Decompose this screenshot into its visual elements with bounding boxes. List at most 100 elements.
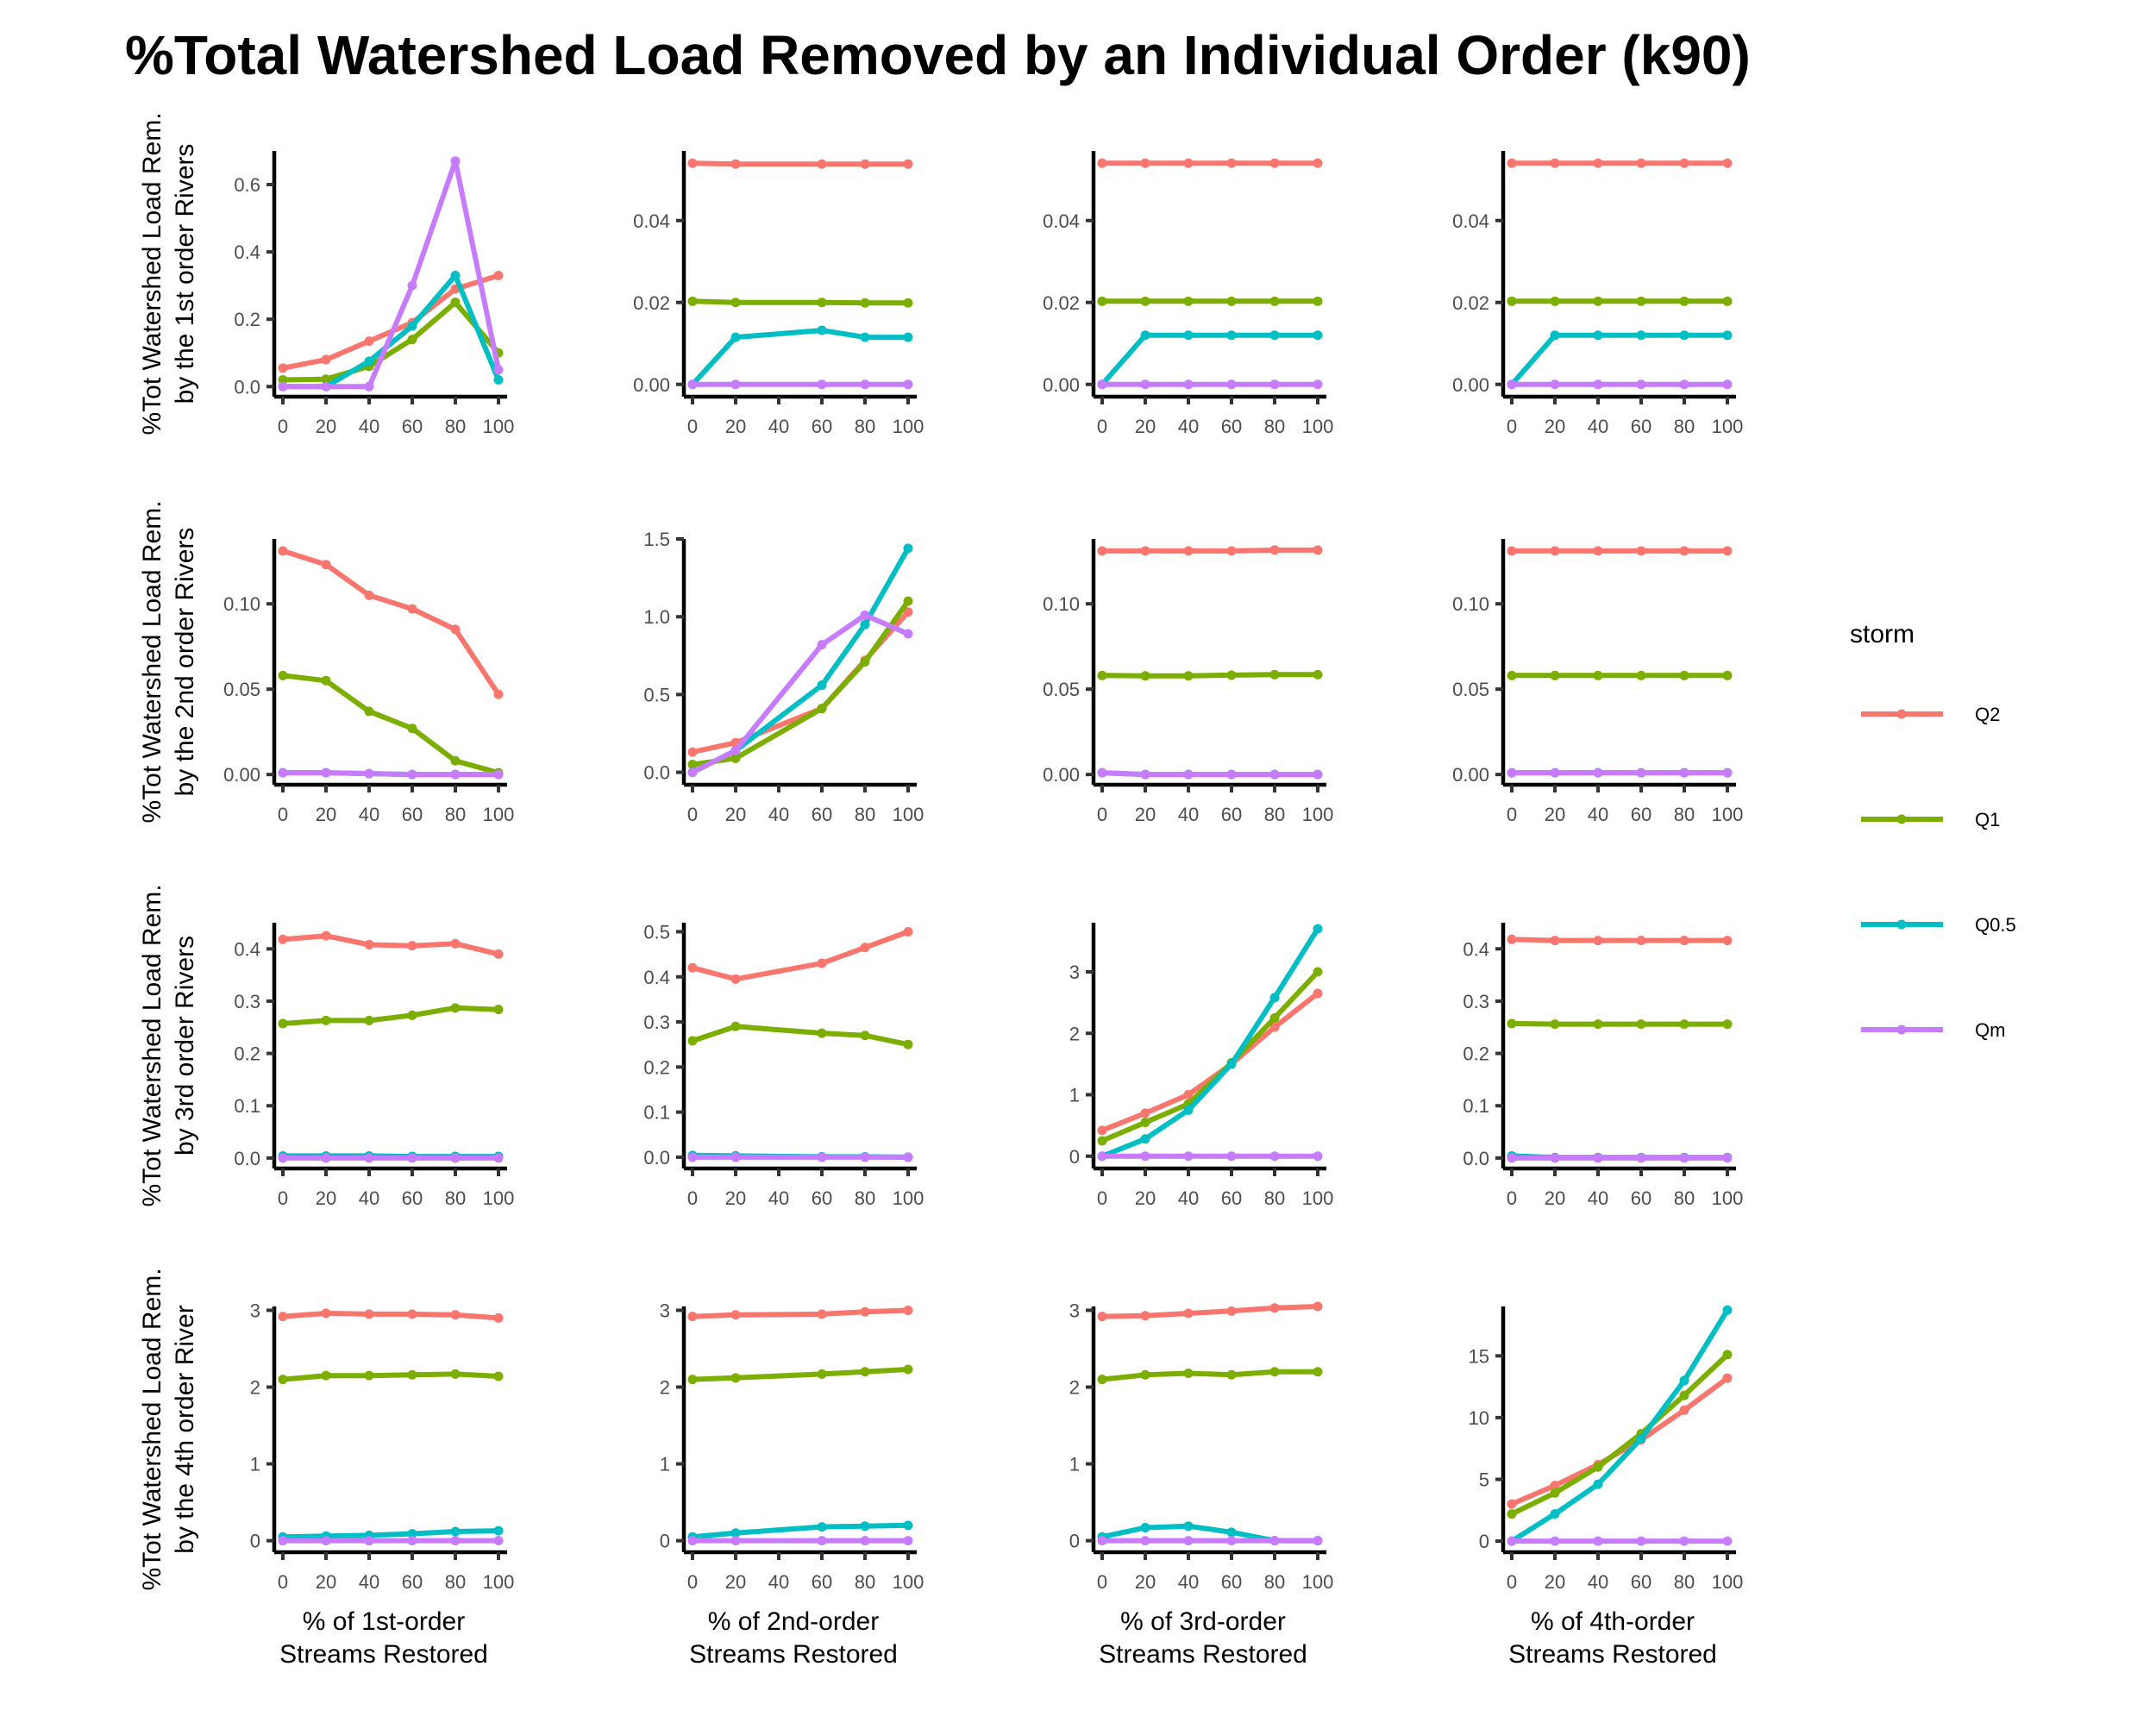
- data-point-q2: [1313, 1301, 1323, 1312]
- data-point-q2: [860, 1306, 870, 1317]
- y-tick-label: 0: [1069, 1146, 1080, 1168]
- data-point-q0-5: [1183, 1521, 1194, 1532]
- panel-r2-c1: 0 20 40 60 80 100 0.00 0.05 0.10: [223, 539, 514, 825]
- data-point-qm: [321, 767, 331, 778]
- x-tick-label: 20: [1135, 416, 1156, 437]
- data-point-qm: [493, 1536, 504, 1546]
- series-line-q1: [1509, 1351, 1730, 1517]
- data-point-q1: [407, 1369, 417, 1380]
- x-tick-label: 100: [483, 1571, 515, 1593]
- data-point-q2: [730, 974, 741, 984]
- y-tick-label: 0.00: [1043, 374, 1080, 396]
- data-point-q2: [1593, 546, 1603, 556]
- x-tick-label: 40: [1588, 1187, 1608, 1209]
- column-label-2: Streams Restored: [689, 1640, 898, 1669]
- series-line-q1: [690, 1024, 911, 1048]
- data-point-q1: [278, 374, 288, 385]
- data-point-q2: [321, 930, 331, 941]
- data-point-q2: [1679, 1405, 1689, 1415]
- panel-r3-c2: 0 20 40 60 80 100 0.0 0.1 0.2 0.3 0.4 0.5: [643, 921, 924, 1209]
- data-point-q0-5: [1269, 330, 1280, 341]
- column-labels: % of 1st-order Streams Restored % of 2nd-o…: [279, 1607, 1717, 1669]
- data-point-q1: [493, 1371, 504, 1381]
- data-point-q0-5: [1140, 1134, 1150, 1144]
- data-point-qm: [1226, 1151, 1237, 1162]
- data-point-qm: [1636, 1536, 1646, 1546]
- x-tick-label: 20: [725, 416, 746, 437]
- data-point-q2: [1550, 1481, 1560, 1491]
- panel-r1-c2: 0 20 40 60 80 100 0.00 0.02 0.04: [633, 151, 924, 437]
- data-point-q2: [1722, 936, 1733, 946]
- data-point-q2: [450, 1310, 461, 1320]
- data-point-qm: [1722, 379, 1733, 390]
- data-point-q1: [1269, 669, 1280, 680]
- legend-swatch-point: [1896, 1024, 1907, 1035]
- y-tick-label: 0.4: [234, 938, 260, 960]
- data-point-q2: [364, 939, 374, 949]
- data-point-qm: [1313, 1536, 1323, 1546]
- series-line-q0-5: [690, 545, 911, 775]
- data-point-qm: [1313, 769, 1323, 780]
- data-point-qm: [1679, 767, 1689, 778]
- data-point-q1: [1593, 296, 1603, 306]
- x-tick-label: 80: [855, 804, 875, 825]
- y-tick-label: 0.0: [234, 1148, 260, 1169]
- x-tick-label: 80: [1674, 804, 1695, 825]
- data-point-q1: [1269, 296, 1280, 306]
- data-point-q1: [903, 298, 913, 308]
- data-point-qm: [1550, 1536, 1560, 1546]
- y-tick-label: 0.05: [1452, 679, 1489, 700]
- panel-r3-c3: 0 20 40 60 80 100 0 1 2 3: [1069, 923, 1333, 1209]
- x-tick-label: 0: [278, 1187, 288, 1209]
- data-point-qm: [860, 1536, 870, 1546]
- data-point-qm: [687, 767, 698, 778]
- row-label-line: %Tot Watershed Load Rem.: [138, 884, 166, 1206]
- data-point-qm: [1140, 1151, 1150, 1162]
- row-label-line: by the 1st order Rivers: [171, 144, 199, 404]
- panel-r1-c1: 0 20 40 60 80 100 0.0 0.2 0.4 0.6: [234, 151, 514, 437]
- series-line-q0-5: [280, 1528, 501, 1540]
- data-point-q2: [1269, 1303, 1280, 1313]
- data-point-q1: [450, 1003, 461, 1013]
- y-tick-label: 0.00: [1043, 764, 1080, 786]
- column-label-1: % of 1st-order: [303, 1607, 465, 1636]
- row-label-line: %Tot Watershed Load Rem.: [138, 500, 166, 823]
- data-point-q0-5: [1636, 330, 1646, 341]
- y-tick-label: 0.00: [633, 374, 670, 396]
- y-tick-label: 0.4: [1463, 938, 1489, 960]
- data-point-qm: [903, 629, 913, 639]
- data-point-q1: [1507, 1018, 1517, 1029]
- data-point-q1: [1140, 671, 1150, 681]
- data-point-q2: [1097, 546, 1107, 556]
- x-tick-label: 60: [402, 1571, 423, 1593]
- x-tick-label: 20: [1545, 416, 1565, 437]
- data-point-q2: [278, 363, 288, 373]
- data-point-q2: [278, 934, 288, 944]
- data-point-q1: [860, 1031, 870, 1041]
- data-point-q1: [687, 1036, 698, 1046]
- data-point-qm: [1269, 769, 1280, 780]
- data-point-q2: [321, 1308, 331, 1319]
- data-point-q1: [493, 1005, 504, 1015]
- row-labels: %Tot Watershed Load Rem. by the 1st order…: [138, 112, 199, 1590]
- data-point-q0-5: [1593, 330, 1603, 341]
- series-line-q1: [1100, 672, 1320, 679]
- data-point-q1: [1550, 296, 1560, 306]
- x-tick-label: 40: [1178, 804, 1199, 825]
- data-point-qm: [1097, 767, 1107, 778]
- x-tick-label: 60: [812, 1571, 832, 1593]
- series-line-q0-5: [690, 328, 911, 387]
- x-tick-label: 100: [1302, 1571, 1334, 1593]
- y-tick-label: 0.0: [1463, 1148, 1489, 1169]
- data-point-q1: [860, 657, 870, 667]
- data-point-qm: [903, 379, 913, 390]
- y-tick-label: 1.5: [643, 529, 670, 550]
- x-tick-label: 100: [1712, 416, 1744, 437]
- data-point-q2: [1507, 1499, 1517, 1509]
- x-tick-label: 100: [483, 804, 515, 825]
- data-point-qm: [1183, 379, 1194, 390]
- series-line-qm: [690, 612, 911, 775]
- data-point-q0-5: [493, 1525, 504, 1536]
- x-tick-label: 60: [812, 1187, 832, 1209]
